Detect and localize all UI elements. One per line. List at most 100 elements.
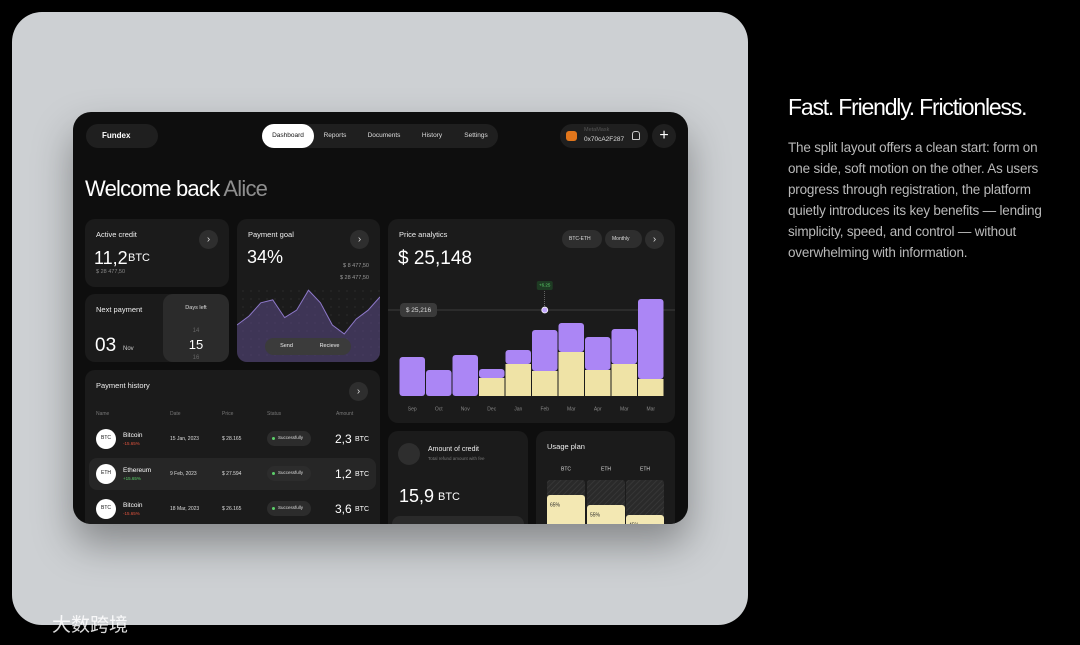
area-line bbox=[237, 289, 380, 335]
button-label: Send bbox=[280, 343, 293, 349]
grid-dot bbox=[338, 314, 340, 316]
bar-segment bbox=[479, 378, 505, 396]
column-header: Amount bbox=[336, 411, 354, 417]
bar-segment bbox=[558, 352, 584, 396]
paragraph-line: overwhelming with information. bbox=[788, 245, 968, 260]
grid-dot bbox=[354, 298, 356, 300]
grid-dot bbox=[282, 290, 284, 292]
goal-amount: $ 8 477,50 bbox=[343, 263, 369, 269]
grid-dot bbox=[346, 322, 348, 324]
grid-dot bbox=[346, 298, 348, 300]
chart: Sep Oct Nov Dec Jan Feb Mar Apr Mar Mar +6.25 $ 25,… bbox=[388, 281, 675, 412]
status-text: Successfully bbox=[278, 505, 304, 510]
grid-dot bbox=[242, 298, 244, 300]
add-button[interactable]: + bbox=[652, 124, 676, 148]
nav-label: Settings bbox=[464, 131, 488, 139]
coin-change: -15.65% bbox=[123, 441, 140, 446]
arrow-button[interactable]: › bbox=[350, 230, 369, 249]
nav-label: Reports bbox=[323, 131, 347, 139]
card-title: Usage plan bbox=[547, 442, 585, 451]
credit-unit: BTC bbox=[128, 252, 150, 264]
x-tick-label: Mar bbox=[567, 406, 576, 412]
bar-segment bbox=[558, 323, 584, 352]
payment-goal-card: Payment goal › 34% $ 8 477,50 $ 28 477,50 Sen… bbox=[237, 219, 380, 362]
column-header: Status bbox=[267, 411, 282, 417]
paragraph-line: progress through registration, the platf… bbox=[788, 182, 1031, 197]
grid-dot bbox=[266, 298, 268, 300]
status-dot bbox=[272, 472, 275, 475]
bar bbox=[587, 505, 625, 524]
grid-dot bbox=[362, 306, 364, 308]
grid-dot bbox=[298, 298, 300, 300]
filter-dropdown[interactable]: BTC-ETH bbox=[562, 230, 602, 248]
nav-item[interactable]: History bbox=[406, 124, 458, 148]
arrow-button[interactable]: › bbox=[645, 230, 664, 249]
row-date: 18 Mar, 2023 bbox=[170, 506, 200, 512]
day-number: 14 bbox=[192, 328, 200, 334]
filter-dropdown[interactable]: Monthly bbox=[605, 230, 642, 248]
filter-label: Monthly bbox=[612, 235, 630, 242]
grid-dot bbox=[322, 298, 324, 300]
days-left-box: Days left 14 15 16 bbox=[163, 294, 229, 362]
credit-value: 11,2 bbox=[94, 248, 128, 268]
grid-dot bbox=[362, 298, 364, 300]
watermark: 大数跨境 bbox=[52, 615, 129, 636]
x-tick-label: BTC bbox=[561, 466, 571, 472]
coin-symbol: BTC bbox=[101, 435, 111, 441]
usage-plan-card: BTC 65% ETH 55% ETH 45% Usage plan bbox=[536, 431, 675, 524]
greeting-name: Alice bbox=[223, 176, 268, 201]
nav-item[interactable]: Settings bbox=[450, 124, 502, 148]
grid-dot bbox=[330, 290, 332, 292]
grid-dot bbox=[338, 322, 340, 324]
grid-dot bbox=[338, 306, 340, 308]
paragraph-line: simplicity, speed, and control — without bbox=[788, 224, 1017, 239]
grid-dot bbox=[274, 290, 276, 292]
coin-name: Bitcoin bbox=[123, 502, 143, 509]
bell-icon[interactable] bbox=[632, 131, 640, 140]
column-header: Price bbox=[222, 411, 234, 417]
card-title: Payment history bbox=[96, 381, 150, 390]
grid-dot bbox=[354, 306, 356, 308]
nav-item[interactable]: Reports bbox=[309, 124, 361, 148]
line-label: $ 25,216 bbox=[406, 307, 432, 314]
nav-item[interactable]: Documents bbox=[358, 124, 410, 148]
nav-bar: Dashboard Reports Documents History Settings bbox=[262, 124, 498, 148]
grid-dot bbox=[242, 314, 244, 316]
grid-dot bbox=[258, 298, 260, 300]
tag-text: +6.25 bbox=[539, 283, 551, 288]
grid-dot bbox=[290, 290, 292, 292]
nav-item[interactable]: Dashboard bbox=[262, 124, 314, 148]
x-tick-label: Oct bbox=[435, 406, 443, 412]
bar-segment bbox=[399, 357, 425, 396]
bar-segment bbox=[638, 379, 664, 396]
paragraph-line: one side, soft motion on the other. As u… bbox=[788, 161, 1039, 176]
card-title: Active credit bbox=[96, 230, 137, 239]
button-group: Send Recieve bbox=[265, 338, 351, 355]
day-number: 16 bbox=[192, 355, 200, 361]
action-button[interactable]: Recieve bbox=[308, 338, 351, 355]
greeting: Welcome back Alice bbox=[85, 176, 268, 202]
marker-dot bbox=[541, 306, 549, 314]
x-tick-label: Mar bbox=[646, 406, 655, 412]
grid-dot bbox=[250, 290, 252, 292]
row-amount: 2,3 bbox=[335, 432, 352, 446]
grid-dot bbox=[314, 290, 316, 292]
row-price: $ 26.165 bbox=[222, 506, 242, 512]
grid-dot bbox=[346, 290, 348, 292]
column-header: Name bbox=[96, 411, 110, 417]
arrow-button[interactable]: › bbox=[349, 382, 368, 401]
arrow-button[interactable]: › bbox=[199, 230, 218, 249]
greeting-text: Welcome back bbox=[85, 176, 220, 201]
grid-dot bbox=[290, 306, 292, 308]
nav-label: History bbox=[421, 131, 443, 139]
grid-dot bbox=[370, 298, 372, 300]
credit-amount: 15,9 bbox=[399, 486, 435, 506]
credit-amount-unit: BTC bbox=[438, 491, 460, 503]
paragraph-line: quietly introduces its key benefits — le… bbox=[788, 203, 1042, 218]
action-button[interactable]: Send bbox=[265, 338, 308, 355]
bar-segment bbox=[611, 329, 637, 364]
status-text: Successfully bbox=[278, 435, 304, 440]
grid-dot bbox=[370, 290, 372, 292]
x-tick-label: Feb bbox=[540, 406, 549, 412]
